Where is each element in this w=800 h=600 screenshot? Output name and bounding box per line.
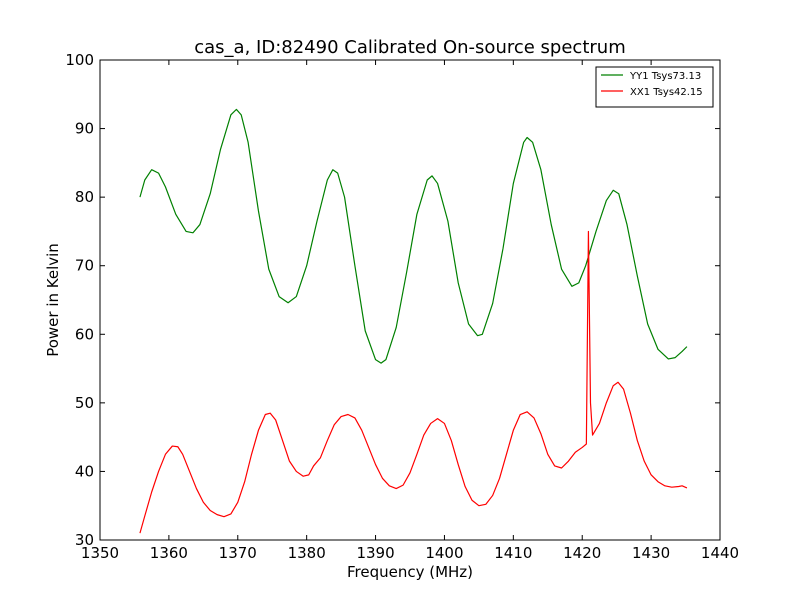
legend-label: XX1 Tsys42.15 (630, 87, 703, 98)
legend-box (595, 66, 714, 108)
x-tick-label: 1410 (494, 544, 532, 562)
x-tick-label: 1430 (632, 544, 670, 562)
x-tick-label: 1360 (150, 544, 188, 562)
x-tick-label: 1440 (701, 544, 739, 562)
chart-title: cas_a, ID:82490 Calibrated On-source spe… (194, 37, 625, 58)
y-tick-label: 80 (75, 188, 94, 206)
y-tick-label: 100 (65, 51, 94, 69)
x-tick-label: 1350 (81, 544, 119, 562)
y-axis-ticks: 30 40 50 60 70 80 90 100 (65, 51, 720, 549)
y-tick-label: 30 (75, 531, 94, 549)
y-tick-label: 70 (75, 257, 94, 275)
x-tick-label: 1420 (563, 544, 601, 562)
y-tick-label: 40 (75, 462, 94, 480)
x-tick-label: 1380 (288, 544, 326, 562)
series-layer (139, 108, 688, 534)
series-line-2 (139, 230, 688, 534)
y-axis-label: Power in Kelvin (44, 243, 62, 357)
legend: YY1 Tsys73.13 XX1 Tsys42.15 (595, 66, 714, 108)
x-tick-label: 1370 (219, 544, 257, 562)
x-axis-ticks: 1350 1360 1370 1380 1390 1400 1410 1420 1430 1440 (81, 60, 739, 562)
y-tick-label: 60 (75, 325, 94, 343)
plot-area (99, 59, 721, 541)
y-tick-label: 50 (75, 394, 94, 412)
x-axis-label: Frequency (MHz) (347, 563, 473, 581)
x-tick-label: 1400 (425, 544, 463, 562)
legend-label: YY1 Tsys73.13 (629, 71, 701, 82)
plot-frame (99, 59, 721, 541)
y-tick-label: 90 (75, 120, 94, 138)
series-line-1 (139, 108, 688, 364)
x-tick-label: 1390 (356, 544, 394, 562)
